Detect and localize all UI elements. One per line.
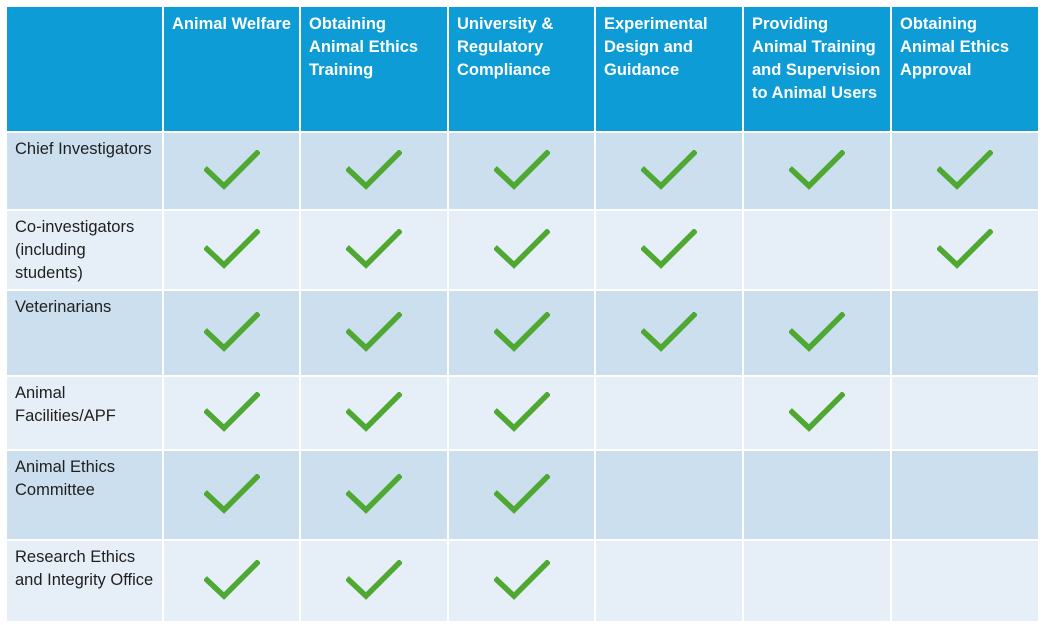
table-row: Animal Facilities/APF — [5, 375, 1040, 451]
matrix-cell — [447, 289, 596, 377]
matrix-cell — [162, 539, 301, 623]
matrix-cell — [447, 375, 596, 451]
matrix-cell — [742, 375, 892, 451]
checkmark-icon — [346, 311, 402, 352]
checkmark-icon — [493, 391, 550, 432]
checkmark-icon — [641, 149, 697, 190]
matrix-cell — [299, 131, 449, 211]
matrix-cell — [299, 289, 449, 377]
checkmark-icon — [641, 228, 697, 269]
matrix-cell — [299, 449, 449, 541]
matrix-cell — [447, 131, 596, 211]
matrix-cell — [299, 539, 449, 623]
matrix-cell — [447, 539, 596, 623]
checkmark-icon — [789, 311, 845, 352]
checkmark-icon — [346, 473, 402, 514]
checkmark-icon — [937, 149, 993, 190]
matrix-cell — [594, 375, 744, 451]
matrix-cell — [890, 289, 1040, 377]
matrix-cell — [742, 289, 892, 377]
corner-cell — [5, 5, 164, 133]
matrix-cell — [890, 209, 1040, 291]
row-label: Research Ethics and Integrity Office — [5, 539, 164, 623]
matrix-header: Animal Welfare Obtaining Animal Ethics T… — [5, 5, 1040, 133]
matrix-cell — [594, 539, 744, 623]
matrix-cell — [162, 131, 301, 211]
table-row: Animal Ethics Committee — [5, 449, 1040, 541]
checkmark-icon — [203, 391, 260, 432]
matrix-cell — [299, 375, 449, 451]
matrix-cell — [594, 131, 744, 211]
checkmark-icon — [789, 391, 845, 432]
column-header-animal-training: Providing Animal Training and Supervisio… — [742, 5, 892, 133]
checkmark-icon — [641, 311, 697, 352]
checkmark-icon — [346, 391, 402, 432]
checkmark-icon — [493, 311, 550, 352]
matrix-cell — [447, 209, 596, 291]
matrix-cell — [594, 449, 744, 541]
checkmark-icon — [203, 311, 260, 352]
matrix-cell — [890, 131, 1040, 211]
checkmark-icon — [203, 473, 260, 514]
checkmark-icon — [493, 228, 550, 269]
table-row: Research Ethics and Integrity Office — [5, 539, 1040, 623]
checkmark-icon — [203, 559, 260, 600]
column-header-ethics-approval: Obtaining Animal Ethics Approval — [890, 5, 1040, 133]
checkmark-icon — [937, 228, 993, 269]
table-row: Chief Investigators — [5, 131, 1040, 211]
matrix-cell — [890, 449, 1040, 541]
checkmark-icon — [203, 228, 260, 269]
checkmark-icon — [789, 149, 845, 190]
matrix-cell — [162, 289, 301, 377]
row-label: Chief Investigators — [5, 131, 164, 211]
matrix-cell — [890, 375, 1040, 451]
row-label: Animal Facilities/APF — [5, 375, 164, 451]
matrix-cell — [594, 289, 744, 377]
header-row: Animal Welfare Obtaining Animal Ethics T… — [5, 5, 1040, 133]
matrix-cell — [890, 539, 1040, 623]
matrix-cell — [742, 539, 892, 623]
matrix-cell — [742, 209, 892, 291]
column-header-compliance: University & Regulatory Compliance — [447, 5, 596, 133]
column-header-ethics-training: Obtaining Animal Ethics Training — [299, 5, 449, 133]
table-row: Co-investigators (including students) — [5, 209, 1040, 291]
checkmark-icon — [493, 559, 550, 600]
matrix-cell — [447, 449, 596, 541]
checkmark-icon — [203, 149, 260, 190]
table-row: Veterinarians — [5, 289, 1040, 377]
matrix-cell — [742, 449, 892, 541]
row-label: Animal Ethics Committee — [5, 449, 164, 541]
matrix-cell — [162, 209, 301, 291]
matrix-body: Chief Investigators Co-investigators (inc… — [5, 131, 1040, 623]
checkmark-icon — [493, 473, 550, 514]
column-header-experimental-design: Experimental Design and Guidance — [594, 5, 744, 133]
column-header-animal-welfare: Animal Welfare — [162, 5, 301, 133]
checkmark-icon — [346, 149, 402, 190]
matrix-cell — [594, 209, 744, 291]
responsibility-matrix: Animal Welfare Obtaining Animal Ethics T… — [5, 5, 1040, 623]
row-label: Co-investigators (including students) — [5, 209, 164, 291]
checkmark-icon — [346, 228, 402, 269]
matrix-cell — [742, 131, 892, 211]
checkmark-icon — [346, 559, 402, 600]
matrix-cell — [162, 449, 301, 541]
row-label: Veterinarians — [5, 289, 164, 377]
checkmark-icon — [493, 149, 550, 190]
matrix-cell — [299, 209, 449, 291]
matrix-cell — [162, 375, 301, 451]
